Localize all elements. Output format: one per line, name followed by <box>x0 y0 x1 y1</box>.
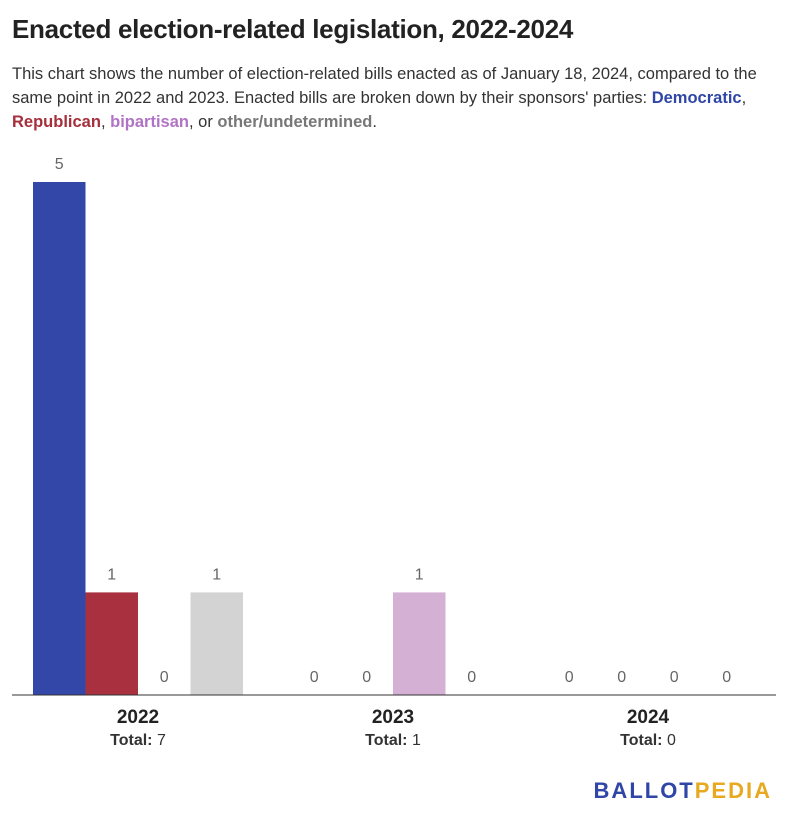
data-label: 1 <box>415 566 424 583</box>
separator: , <box>741 89 747 107</box>
logo-text-ballot: BALLOT <box>593 778 695 803</box>
group-total: Total: 7 <box>110 732 166 749</box>
separator: , or <box>188 113 218 131</box>
chart-subtitle: This chart shows the number of election-… <box>12 62 780 134</box>
legend-bipartisan: bipartisan <box>110 113 189 131</box>
separator: , <box>100 113 111 131</box>
data-label: 0 <box>722 669 731 686</box>
x-tick-label: 2022 <box>117 707 159 728</box>
group-total: Total: 0 <box>620 732 676 749</box>
data-label: 0 <box>310 669 319 686</box>
data-label: 0 <box>467 669 476 686</box>
data-label: 0 <box>160 669 169 686</box>
data-label: 1 <box>212 566 221 583</box>
data-label: 1 <box>107 566 116 583</box>
bar-2023-bipartisan <box>393 592 446 695</box>
data-label: 5 <box>55 156 64 173</box>
x-tick-label: 2023 <box>372 707 414 728</box>
group-total: Total: 1 <box>365 732 421 749</box>
bar-2022-republican <box>85 592 138 695</box>
separator: . <box>372 113 377 131</box>
data-label: 0 <box>670 669 679 686</box>
logo-text-pedia: PEDIA <box>694 778 772 803</box>
legend-other: other/undetermined <box>217 113 373 131</box>
chart-title: Enacted election-related legislation, 20… <box>12 14 574 44</box>
legend-democratic: Democratic <box>651 89 742 107</box>
data-label: 0 <box>565 669 574 686</box>
bar-2022-democratic <box>33 182 86 695</box>
bar-2022-otherundetermined <box>190 592 243 695</box>
data-label: 0 <box>362 669 371 686</box>
x-tick-label: 2024 <box>627 707 670 728</box>
ballotpedia-logo: BALLOTPEDIA <box>594 778 772 804</box>
subtitle-text: This chart shows the number of election-… <box>12 65 757 107</box>
legend-republican: Republican <box>12 113 101 131</box>
data-label: 0 <box>617 669 626 686</box>
bar-chart: 5 1 0 1 2022 Total: 7 0 0 1 0 2023 Total: 1 0 0 0 0 2024… <box>12 156 776 749</box>
